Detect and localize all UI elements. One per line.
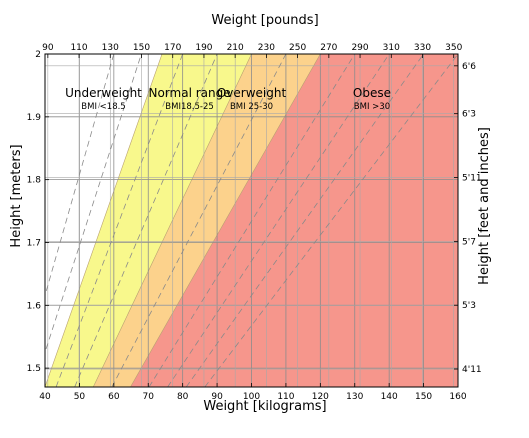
x-tick-label: 40 xyxy=(39,392,51,402)
x-tick-label: 70 xyxy=(143,392,155,402)
x2-tick-label: 130 xyxy=(102,43,119,53)
x2-tick-label: 230 xyxy=(258,43,275,53)
x-tick-label: 160 xyxy=(449,392,466,402)
y2-tick-label: 4'11 xyxy=(462,365,482,375)
axis-ticks: 40 50 60 70 80 90 100 110 120 130 140 150 160 1.5 1.6 1… xyxy=(27,43,482,402)
x-tick-label: 120 xyxy=(312,392,329,402)
x2-tick-label: 330 xyxy=(414,43,431,53)
bmi-boundary-line xyxy=(92,54,252,387)
y-axis-label: Height [meters] xyxy=(9,144,24,247)
y2-tick-label: 5'7 xyxy=(462,237,476,247)
region-labels: Underweight BMI <18.5 Normal range BMI18.5-… xyxy=(65,86,391,112)
x2-tick-label: 250 xyxy=(289,43,306,53)
dashed-bmi-line xyxy=(185,54,424,387)
x2-tick-label: 110 xyxy=(70,43,87,53)
x-tick-label: 150 xyxy=(415,392,432,402)
dashed-bmi-line xyxy=(148,54,356,387)
region-range-overweight: BMI 25-30 xyxy=(230,102,273,112)
y2-tick-label: 5'11 xyxy=(462,174,482,184)
x-tick-label: 80 xyxy=(177,392,189,402)
x2-tick-label: 350 xyxy=(445,43,462,53)
bmi-boundary-line xyxy=(45,54,163,387)
dashed-bmi-line xyxy=(45,54,115,297)
x-tick-label: 100 xyxy=(243,392,260,402)
x-tick-label: 50 xyxy=(74,392,86,402)
y-tick-label: 1.7 xyxy=(27,238,41,248)
y-tick-label: 1.6 xyxy=(27,301,42,311)
x2-tick-label: 170 xyxy=(164,43,181,53)
region-label-overweight: Overweight xyxy=(217,86,287,100)
region-obese xyxy=(130,54,458,387)
x2-tick-label: 90 xyxy=(42,43,54,53)
x-axis-label: Weight [kilograms] xyxy=(203,399,326,414)
x2-tick-label: 290 xyxy=(351,43,368,53)
x2-tick-label: 150 xyxy=(133,43,150,53)
y2-axis-label: Height [feet and inches] xyxy=(477,127,492,285)
region-range-obese: BMI >30 xyxy=(354,102,390,112)
region-label-underweight: Underweight xyxy=(65,86,142,100)
dashed-bmi-line xyxy=(167,54,390,387)
x-tick-label: 140 xyxy=(381,392,398,402)
x2-tick-label: 270 xyxy=(320,43,337,53)
x2-tick-label: 310 xyxy=(383,43,400,53)
region-range-normal-range: BMI18.5-25 xyxy=(165,102,213,112)
x2-tick-label: 190 xyxy=(195,43,212,53)
region-label-normal-range: Normal range xyxy=(148,86,230,100)
x-tick-label: 130 xyxy=(346,392,363,402)
y2-tick-label: 6'3 xyxy=(462,110,476,120)
x2-tick-label: 210 xyxy=(227,43,244,53)
y2-tick-label: 6'6 xyxy=(462,62,476,72)
bmi-boundary-line xyxy=(130,54,321,387)
region-label-obese: Obese xyxy=(353,86,391,100)
dashed-bmi-line xyxy=(74,54,218,387)
dashed-bmi-line xyxy=(111,54,287,387)
grid-lines xyxy=(45,54,458,387)
y-tick-label: 2 xyxy=(35,50,41,60)
region-range-underweight: BMI <18.5 xyxy=(81,102,125,112)
region-overweight xyxy=(93,54,321,387)
x2-axis-label: Weight [pounds] xyxy=(211,13,318,28)
y-tick-label: 1.9 xyxy=(27,113,42,123)
dashed-bmi-line xyxy=(45,54,142,354)
dashed-bmi-lines xyxy=(45,54,458,387)
x-tick-label: 110 xyxy=(277,392,294,402)
x-tick-label: 60 xyxy=(108,392,120,402)
x-tick-label: 90 xyxy=(211,392,223,402)
y-tick-label: 1.8 xyxy=(27,176,42,186)
y-tick-label: 1.5 xyxy=(27,364,41,374)
y2-tick-label: 5'3 xyxy=(462,301,476,311)
bmi-regions xyxy=(45,54,458,387)
